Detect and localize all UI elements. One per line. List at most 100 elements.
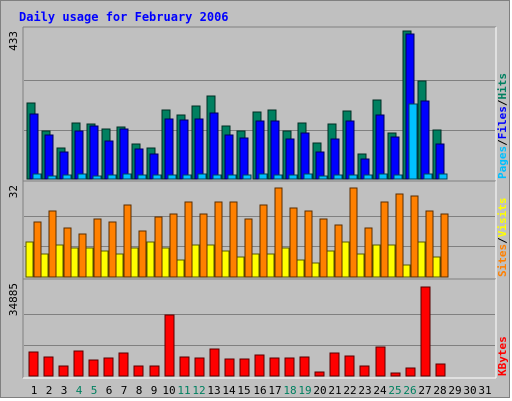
x-tick-label-18: 18	[283, 384, 296, 397]
kbytes-panel-kbytes-bar-4	[73, 350, 84, 377]
visits-panel-visits-bar-1	[25, 241, 34, 278]
hits-panel-pages-bar-17	[273, 174, 283, 180]
hits-panel-files-bar-15	[239, 137, 249, 180]
kbytes-panel-kbytes-bar-3	[58, 365, 69, 377]
visits-panel-sites-bar-24	[380, 201, 389, 278]
kbytes-panel-kbytes-bar-10	[164, 314, 175, 377]
x-tick-label-23: 23	[358, 384, 371, 397]
hits-panel-pages-bar-26	[408, 103, 418, 180]
kbytes-panel-kbytes-bar-1	[28, 351, 39, 377]
hits-panel-pages-bar-25	[393, 174, 403, 180]
kbytes-panel-kbytes-bar-23	[359, 365, 370, 377]
visits-panel-visits-bar-23	[356, 253, 365, 278]
visits-panel-sites-bar-28	[440, 213, 449, 278]
visits-panel-visits-bar-13	[206, 244, 215, 278]
x-tick-label-21: 21	[328, 384, 341, 397]
hits-panel-files-bar-24	[375, 114, 385, 180]
visits-panel-sites-bar-18	[289, 207, 298, 278]
x-tick-label-6: 6	[106, 384, 113, 397]
kbytes-panel-kbytes-bar-12	[194, 357, 205, 377]
kbytes-panel-kbytes-bar-7	[118, 352, 129, 377]
hits-panel-pages-bar-11	[182, 174, 192, 180]
x-tick-label-10: 10	[162, 384, 175, 397]
kbytes-panel-kbytes-bar-24	[375, 346, 386, 377]
visits-panel-visits-bar-11	[176, 259, 185, 278]
visits-panel-sites-bar-19	[304, 210, 313, 278]
hits-panel-pages-bar-6	[107, 174, 117, 180]
hits-panel-files-bar-2	[44, 134, 54, 180]
hits-panel-files-bar-4	[74, 130, 84, 180]
visits-panel-visits-bar-12	[191, 244, 200, 278]
visits-panel-visits-bar-19	[296, 259, 305, 278]
x-tick-label-5: 5	[91, 384, 98, 397]
hits-panel-pages-bar-19	[303, 173, 313, 180]
hits-panel-files-bar-14	[224, 134, 234, 180]
visits-panel-visits-bar-10	[161, 247, 170, 278]
visits-panel-sites-bar-6	[108, 221, 117, 278]
kbytes-panel-kbytes-bar-2	[43, 356, 54, 377]
visits-panel-sites-bar-22	[349, 187, 358, 278]
visits-panel-visits-bar-24	[372, 244, 381, 278]
kbytes-panel: 34885 KBytes	[7, 278, 509, 379]
kbytes-panel-kbytes-bar-27	[420, 286, 431, 377]
x-tick-label-2: 2	[46, 384, 53, 397]
kbytes-panel-kbytes-bar-14	[224, 358, 235, 377]
hits-panel-pages-bar-22	[348, 174, 358, 180]
hits-panel-pages-bar-8	[137, 174, 147, 180]
kbytes-panel-kbytes-bar-20	[314, 371, 325, 377]
visits-panel-visits-bar-8	[130, 247, 139, 278]
visits-panel-sites-bar-12	[199, 213, 208, 278]
x-tick-label-19: 19	[298, 384, 311, 397]
visits-panel-legend-item-1: /	[496, 237, 509, 244]
visits-panel-sites-bar-17	[274, 187, 283, 278]
hits-panel-legend: Pages/Files/Hits	[496, 73, 509, 179]
visits-panel-visits-bar-21	[326, 250, 335, 278]
visits-panel-visits-bar-25	[387, 244, 396, 278]
visits-panel-sites-bar-16	[259, 204, 268, 278]
hits-panel-files-bar-11	[179, 119, 189, 180]
hits-panel-files-bar-12	[194, 118, 204, 180]
visits-panel-sites-bar-26	[410, 195, 419, 278]
visits-panel-visits-bar-16	[251, 253, 260, 278]
kbytes-panel-max-label: 34885	[7, 283, 20, 316]
x-tick-label-7: 7	[121, 384, 128, 397]
x-tick-label-11: 11	[177, 384, 190, 397]
hits-panel-files-bar-13	[209, 112, 219, 180]
hits-panel-pages-bar-28	[438, 173, 448, 180]
visits-panel-sites-bar-11	[184, 201, 193, 278]
visits-panel-sites-bar-13	[214, 201, 223, 278]
visits-panel-sites-bar-3	[63, 227, 72, 278]
x-tick-label-14: 14	[222, 384, 236, 397]
visits-panel-legend-item-2: Visits	[496, 198, 509, 238]
hits-panel-legend-item-0: Pages	[496, 146, 509, 179]
hits-panel-pages-bar-24	[378, 173, 388, 180]
x-tick-label-25: 25	[388, 384, 401, 397]
hits-panel-pages-bar-9	[152, 174, 162, 180]
visits-panel-visits-bar-7	[115, 253, 124, 278]
hits-panel-pages-bar-27	[423, 173, 433, 180]
visits-panel-legend-item-0: Sites	[496, 244, 509, 277]
visits-panel-visits-bar-6	[100, 250, 109, 278]
hits-panel-pages-bar-1	[32, 173, 42, 180]
kbytes-panel-kbytes-bar-15	[239, 358, 250, 377]
hits-panel-files-bar-21	[330, 138, 340, 180]
x-tick-label-28: 28	[433, 384, 446, 397]
kbytes-panel-kbytes-bar-11	[179, 356, 190, 377]
x-tick-label-16: 16	[253, 384, 266, 397]
visits-panel-visits-bar-27	[417, 241, 426, 278]
kbytes-panel-kbytes-bar-17	[269, 357, 280, 377]
hits-panel-pages-bar-15	[242, 174, 252, 180]
kbytes-panel-kbytes-bar-18	[284, 357, 295, 377]
visits-panel-visits-bar-3	[55, 244, 64, 278]
x-tick-label-17: 17	[268, 384, 281, 397]
kbytes-panel-kbytes-bar-25	[390, 372, 401, 377]
x-tick-label-26: 26	[403, 384, 416, 397]
hits-panel-files-bar-7	[119, 128, 129, 180]
visits-panel-visits-bar-20	[311, 262, 320, 278]
chart-title: Daily usage for February 2006	[19, 10, 229, 24]
x-tick-label-13: 13	[207, 384, 220, 397]
visits-panel-sites-bar-25	[395, 193, 404, 278]
visits-panel-sites-bar-9	[154, 216, 163, 278]
